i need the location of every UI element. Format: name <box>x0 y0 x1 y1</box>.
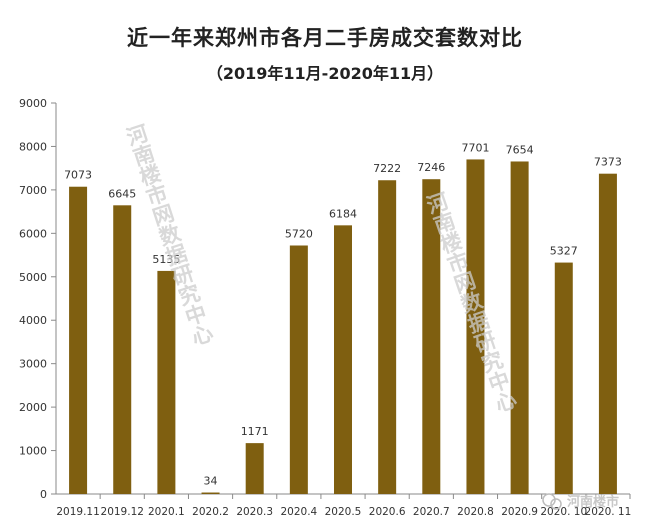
y-tick-label: 6000 <box>19 227 47 240</box>
bar <box>69 186 88 494</box>
x-tick-label: 2019.12 <box>101 506 144 518</box>
bar <box>378 180 397 495</box>
bar <box>245 443 264 494</box>
data-label: 7222 <box>373 162 401 175</box>
data-label: 6645 <box>108 187 136 200</box>
data-label: 7373 <box>594 156 622 169</box>
y-tick-label: 0 <box>40 488 47 501</box>
data-label: 5135 <box>152 253 180 266</box>
y-tick-label: 3000 <box>19 358 47 371</box>
data-label: 7701 <box>461 141 489 154</box>
data-label: 6184 <box>329 207 357 220</box>
y-tick-label: 8000 <box>19 140 47 153</box>
y-tick-label: 2000 <box>19 401 47 414</box>
y-tick-label: 7000 <box>19 184 47 197</box>
wechat-icon <box>542 493 556 507</box>
data-label: 7246 <box>417 161 445 174</box>
y-tick-label: 4000 <box>19 314 47 327</box>
x-tick-label: 2020.5 <box>325 506 362 518</box>
bar <box>554 262 573 494</box>
bar <box>157 270 176 494</box>
x-tick-label: 2020. 10 <box>540 506 587 518</box>
data-label: 5720 <box>285 227 313 240</box>
bar <box>289 245 308 494</box>
x-tick-label: 2019.11 <box>56 506 99 518</box>
bar <box>334 225 352 495</box>
x-tick-label: 2020.1 <box>148 506 185 518</box>
x-tick-label: 2020.8 <box>457 506 494 518</box>
x-tick-label: 2020. 11 <box>585 506 632 518</box>
x-tick-label: 2020.4 <box>280 506 317 518</box>
logo-text: 河南楼市 <box>567 494 619 510</box>
bar <box>422 179 441 495</box>
bar <box>113 205 132 495</box>
chart-title: 近一年来郑州市各月二手房成交套数对比 <box>127 26 523 50</box>
data-label: 7654 <box>506 143 534 156</box>
data-label: 34 <box>204 475 218 488</box>
bar <box>598 173 617 494</box>
x-tick-label: 2020.2 <box>192 506 229 518</box>
y-tick-label: 1000 <box>19 445 47 458</box>
y-tick-label: 9000 <box>19 97 47 110</box>
x-tick-label: 2020.3 <box>236 506 273 518</box>
x-tick-label: 2020.7 <box>413 506 450 518</box>
data-label: 5327 <box>550 245 578 258</box>
chart-subtitle: （2019年11月-2020年11月） <box>206 64 444 83</box>
logo: 河南楼市 <box>542 493 619 510</box>
bar <box>201 492 220 494</box>
bar <box>466 159 485 494</box>
wechat-icon <box>550 498 562 510</box>
data-label: 7073 <box>64 169 92 182</box>
x-tick-label: 2020.6 <box>369 506 406 518</box>
x-tick-label: 2020.9 <box>501 506 538 518</box>
bar <box>510 161 529 494</box>
y-tick-label: 5000 <box>19 271 47 284</box>
data-label: 1171 <box>241 425 269 438</box>
